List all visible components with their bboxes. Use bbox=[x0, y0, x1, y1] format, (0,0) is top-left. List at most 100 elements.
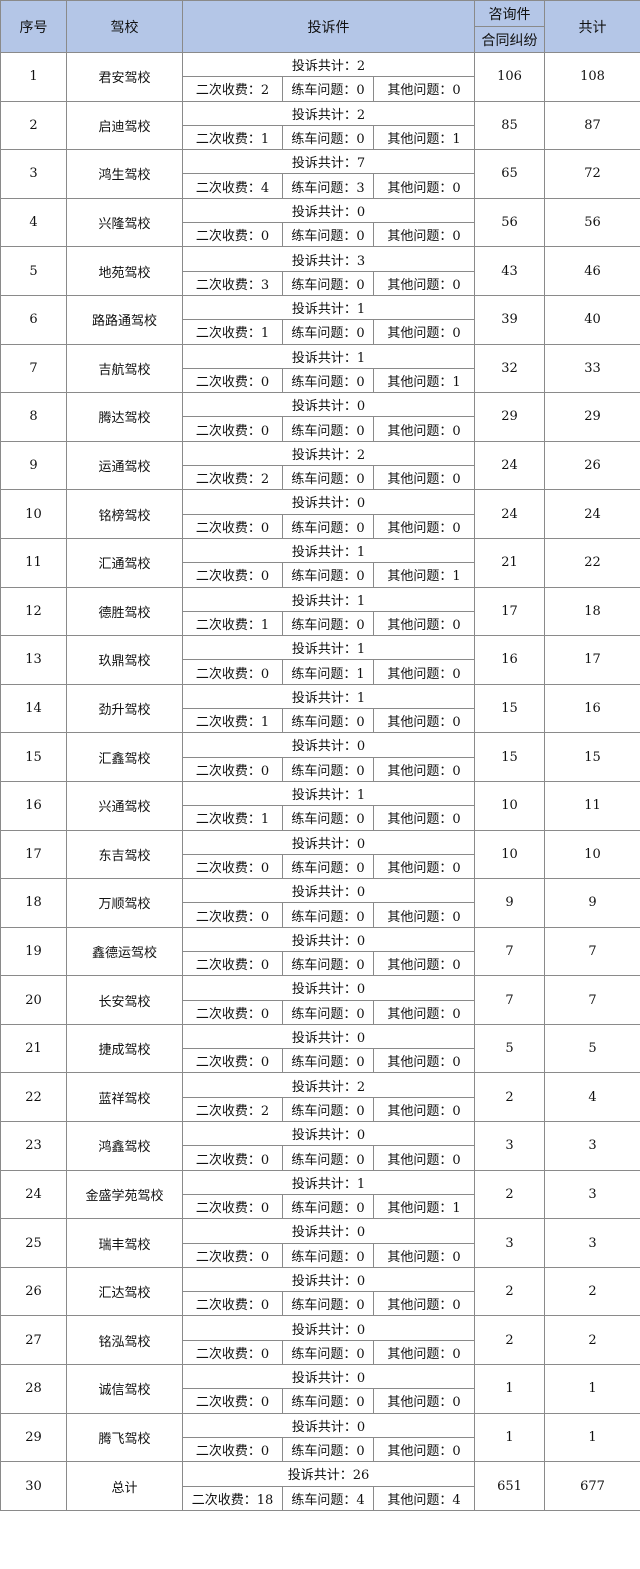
table-subrow: 二次收费：1 练车问题：0 其他问题：0 bbox=[1, 805, 640, 831]
repeat-fee-cell: 二次收费：0 bbox=[182, 950, 283, 977]
other-issue-value: 0 bbox=[452, 666, 461, 682]
practice-issue-cell: 练车问题：0 bbox=[282, 950, 374, 977]
row-number: 9 bbox=[0, 440, 67, 491]
consult-count: 85 bbox=[474, 100, 546, 151]
repeat-fee-label: 二次收费： bbox=[195, 83, 261, 99]
school-name: 德胜驾校 bbox=[66, 586, 183, 637]
other-issue-cell: 其他问题：0 bbox=[372, 1291, 476, 1317]
school-name: 玖鼎驾校 bbox=[66, 635, 183, 685]
practice-issue-label: 练车问题： bbox=[291, 1298, 357, 1314]
complaint-total-label: 投诉共计： bbox=[291, 545, 357, 561]
other-issue-value: 0 bbox=[452, 83, 461, 99]
other-issue-value: 0 bbox=[452, 1346, 461, 1362]
table-row: 18 万顺驾校 投诉共计：0 9 9 bbox=[0, 878, 640, 928]
repeat-fee-label: 二次收费： bbox=[195, 909, 261, 925]
other-issue-label: 其他问题： bbox=[387, 763, 453, 779]
row-number: 28 bbox=[0, 1364, 67, 1414]
row-number: 21 bbox=[0, 1023, 67, 1074]
practice-issue-value: 0 bbox=[356, 1103, 365, 1119]
complaint-total-label: 投诉共计： bbox=[291, 982, 357, 998]
practice-issue-cell: 练车问题：0 bbox=[282, 756, 374, 782]
repeat-fee-value: 0 bbox=[260, 1395, 270, 1411]
repeat-fee-label: 二次收费： bbox=[195, 375, 261, 390]
other-issue-label: 其他问题： bbox=[387, 1006, 453, 1022]
consult-count: 32 bbox=[474, 343, 546, 394]
practice-issue-cell: 练车问题：0 bbox=[282, 1388, 374, 1414]
repeat-fee-cell: 二次收费：0 bbox=[182, 659, 283, 685]
complaint-total-cell: 投诉共计：3 bbox=[181, 246, 476, 272]
repeat-fee-value: 2 bbox=[260, 472, 270, 488]
table-subrow: 二次收费：2 练车问题：0 其他问题：0 bbox=[1, 465, 640, 491]
repeat-fee-value: 1 bbox=[260, 617, 270, 633]
table-row: 12 德胜驾校 投诉共计：1 17 18 bbox=[0, 586, 640, 637]
row-number: 5 bbox=[0, 246, 67, 296]
total-count: 108 bbox=[544, 52, 640, 102]
practice-issue-cell: 练车问题：0 bbox=[282, 124, 374, 151]
other-issue-label: 其他问题： bbox=[387, 1298, 453, 1314]
repeat-fee-cell: 二次收费：0 bbox=[182, 853, 283, 880]
other-issue-cell: 其他问题：0 bbox=[372, 1339, 476, 1366]
other-issue-cell: 其他问题：0 bbox=[372, 270, 476, 296]
complaint-total-cell: 投诉共计：0 bbox=[181, 197, 476, 224]
other-issue-cell: 其他问题：0 bbox=[372, 465, 476, 491]
repeat-fee-cell: 二次收费：0 bbox=[182, 513, 283, 539]
practice-issue-value: 0 bbox=[356, 1298, 365, 1314]
repeat-fee-value: 0 bbox=[260, 1006, 270, 1022]
school-name: 汇通驾校 bbox=[66, 537, 183, 588]
row-number: 17 bbox=[0, 829, 67, 880]
repeat-fee-cell: 二次收费：0 bbox=[182, 1242, 283, 1268]
practice-issue-label: 练车问题： bbox=[291, 132, 357, 148]
repeat-fee-cell: 二次收费：0 bbox=[182, 999, 283, 1025]
practice-issue-cell: 练车问题：0 bbox=[282, 465, 374, 491]
other-issue-cell: 其他问题：0 bbox=[372, 708, 476, 734]
practice-issue-cell: 练车问题：0 bbox=[282, 222, 374, 248]
school-name: 铭榜驾校 bbox=[66, 489, 183, 539]
total-count: 677 bbox=[544, 1461, 640, 1511]
complaint-total-cell: 投诉共计：2 bbox=[181, 1072, 476, 1098]
repeat-fee-cell: 二次收费：3 bbox=[182, 270, 283, 296]
complaint-total-cell: 投诉共计：1 bbox=[181, 1169, 476, 1195]
practice-issue-label: 练车问题： bbox=[291, 180, 357, 196]
consult-count: 24 bbox=[474, 489, 546, 539]
repeat-fee-value: 0 bbox=[260, 423, 270, 439]
total-count: 46 bbox=[544, 246, 640, 296]
complaint-total-value: 1 bbox=[356, 788, 366, 804]
complaint-total-cell: 投诉共计：0 bbox=[181, 489, 476, 515]
total-count: 3 bbox=[544, 1121, 640, 1171]
other-issue-value: 0 bbox=[452, 1249, 461, 1265]
complaint-total-cell: 投诉共计：2 bbox=[181, 51, 476, 78]
repeat-fee-cell: 二次收费：0 bbox=[182, 367, 283, 394]
complaint-total-cell: 投诉共计：1 bbox=[181, 683, 476, 710]
repeat-fee-label: 二次收费： bbox=[195, 423, 261, 439]
school-name: 路路通驾校 bbox=[66, 294, 183, 345]
complaint-total-value: 0 bbox=[356, 399, 366, 415]
consult-count: 3 bbox=[474, 1121, 546, 1171]
other-issue-cell: 其他问题：1 bbox=[372, 1193, 476, 1220]
row-number: 14 bbox=[0, 683, 67, 734]
school-name: 鑫德运驾校 bbox=[66, 926, 183, 977]
school-name: 腾达驾校 bbox=[66, 392, 183, 442]
other-issue-cell: 其他问题：0 bbox=[372, 610, 476, 637]
other-issue-label: 其他问题： bbox=[387, 520, 453, 536]
header-complaints: 投诉件 bbox=[181, 0, 476, 53]
row-number: 19 bbox=[0, 926, 67, 977]
repeat-fee-value: 0 bbox=[260, 763, 270, 779]
total-count: 9 bbox=[544, 878, 640, 928]
table-subrow: 二次收费：0 练车问题：0 其他问题：0 bbox=[1, 1339, 640, 1366]
other-issue-cell: 其他问题：0 bbox=[372, 999, 476, 1025]
consult-count: 10 bbox=[474, 780, 546, 831]
practice-issue-value: 0 bbox=[356, 909, 365, 925]
practice-issue-label: 练车问题： bbox=[291, 1201, 357, 1217]
complaint-total-value: 0 bbox=[356, 1031, 366, 1047]
table-subrow: 二次收费：2 练车问题：0 其他问题：0 bbox=[1, 1096, 640, 1123]
other-issue-label: 其他问题： bbox=[387, 472, 453, 488]
other-issue-value: 0 bbox=[452, 1152, 461, 1168]
table-row: 3 鸿生驾校 投诉共计：7 65 72 bbox=[0, 149, 640, 199]
table-subrow: 二次收费：0 练车问题：0 其他问题：1 bbox=[1, 562, 640, 588]
table-row: 2 启迪驾校 投诉共计：2 85 87 bbox=[0, 100, 640, 151]
repeat-fee-value: 0 bbox=[260, 1055, 270, 1071]
table-subrow: 二次收费：0 练车问题：1 其他问题：0 bbox=[1, 659, 640, 685]
table-row: 5 地苑驾校 投诉共计：3 43 46 bbox=[0, 246, 640, 296]
other-issue-label: 其他问题： bbox=[387, 958, 453, 974]
table-row: 7 吉航驾校 投诉共计：1 32 33 bbox=[0, 343, 640, 394]
